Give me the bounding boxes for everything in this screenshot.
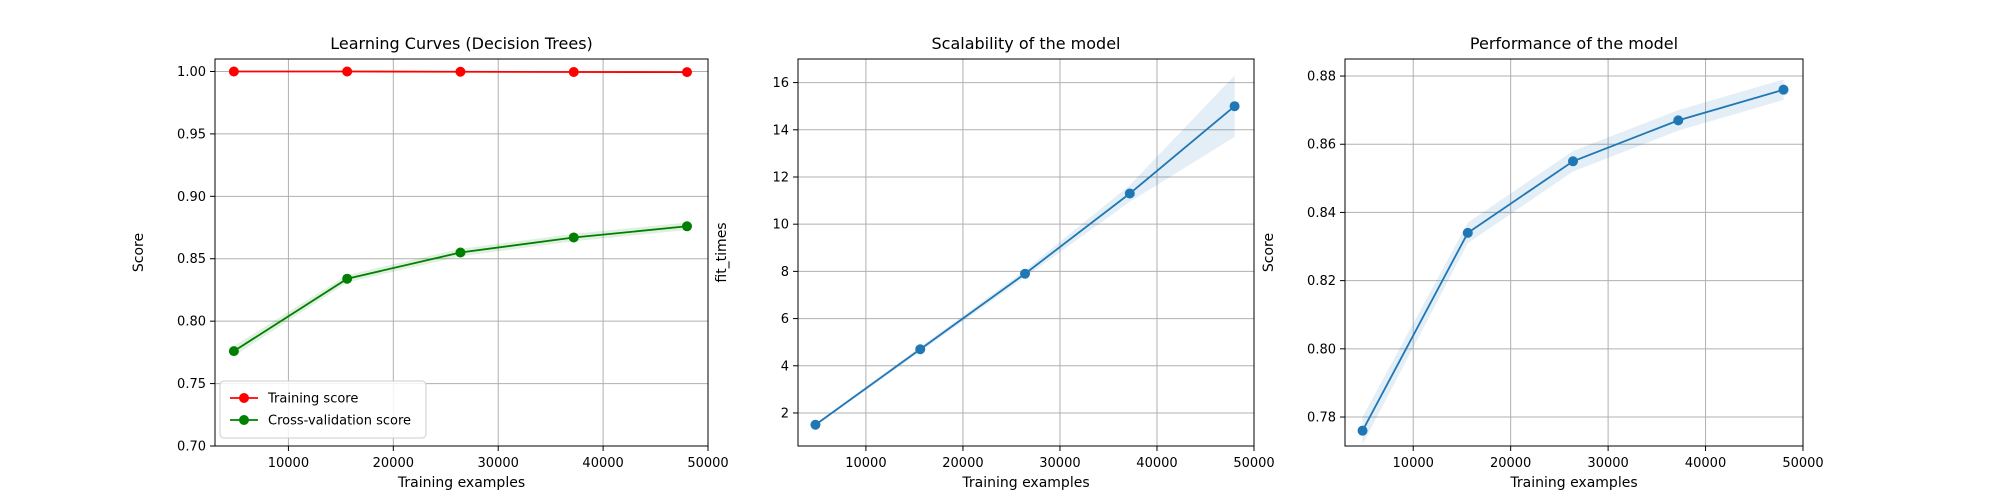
y-tick-label: 0.75 [177, 377, 206, 392]
data-point [1020, 268, 1031, 279]
y-tick-label: 16 [772, 76, 789, 91]
x-tick-label: 10000 [1393, 456, 1434, 471]
x-tick-label: 30000 [1039, 456, 1080, 471]
x-axis-label: Training examples [1509, 475, 1637, 491]
y-axis-label: fit_times [714, 222, 730, 282]
y-tick-label: 14 [772, 123, 789, 138]
data-point [1778, 84, 1789, 95]
x-tick-label: 30000 [1587, 456, 1628, 471]
data-point [1229, 101, 1240, 112]
y-tick-label: 0.88 [1307, 70, 1336, 85]
y-tick-label: 8 [781, 265, 789, 280]
data-point [1673, 115, 1684, 126]
axes-frame [797, 58, 1255, 447]
x-tick-label: 40000 [1685, 456, 1726, 471]
chart-panel-3: 10000 20000 30000 40000 50000 0.78 0.80 0.82 0.8… [1261, 34, 1824, 491]
legend-label: Training score [267, 392, 358, 407]
y-tick-label: 0.80 [177, 315, 206, 330]
y-tick-label: 0.90 [177, 190, 206, 205]
data-point [568, 232, 579, 243]
x-tick-label: 40000 [1136, 456, 1177, 471]
legend-marker [239, 415, 249, 425]
x-tick-label: 20000 [373, 456, 414, 471]
y-tick-label: 0.70 [177, 440, 206, 455]
x-tick-label: 50000 [1782, 456, 1823, 471]
x-tick-label: 50000 [687, 456, 728, 471]
data-point [682, 67, 693, 78]
y-tick-label: 0.80 [1307, 342, 1336, 357]
y-tick-label: 1.00 [177, 65, 206, 80]
y-tick-label: 4 [781, 359, 789, 374]
y-tick-label: 0.85 [177, 252, 206, 267]
data-point [1124, 188, 1135, 199]
data-point [342, 66, 353, 77]
axes-frame [214, 58, 709, 447]
x-tick-label: 40000 [582, 456, 623, 471]
chart-title: Scalability of the model [932, 34, 1121, 53]
data-point [455, 247, 466, 258]
data-point [342, 273, 353, 284]
y-tick-label: 0.84 [1307, 206, 1336, 221]
y-axis-label: Score [1261, 233, 1277, 272]
y-tick-label: 12 [772, 170, 789, 185]
x-tick-label: 20000 [942, 456, 983, 471]
x-tick-label: 30000 [478, 456, 519, 471]
data-point [568, 66, 579, 77]
data-point [810, 419, 821, 430]
legend-marker [239, 393, 249, 403]
x-tick-label: 10000 [845, 456, 886, 471]
y-tick-label: 2 [781, 406, 789, 421]
y-tick-label: 10 [772, 218, 789, 233]
legend-box [219, 380, 427, 439]
data-point [682, 221, 693, 232]
x-axis-label: Training examples [397, 475, 525, 491]
x-tick-label: 50000 [1233, 456, 1274, 471]
y-tick-label: 6 [781, 312, 789, 327]
data-point [915, 344, 926, 355]
y-tick-label: 0.82 [1307, 274, 1336, 289]
y-axis-label: Score [131, 233, 147, 272]
legend: Training score Cross-validation score [219, 380, 427, 439]
x-axis-label: Training examples [961, 475, 1089, 491]
chart-panel-2: 10000 20000 30000 40000 50000 2 4 6 8 10 12 14 16 Sca… [714, 34, 1275, 491]
y-tick-label: 0.86 [1307, 138, 1336, 153]
data-point [1462, 227, 1473, 238]
y-tick-label: 0.78 [1307, 411, 1336, 426]
chart-title: Performance of the model [1470, 34, 1678, 53]
data-point [228, 66, 239, 77]
x-tick-label: 10000 [268, 456, 309, 471]
y-tick-label: 0.95 [177, 127, 206, 142]
series-band-1 [1362, 79, 1784, 445]
chart-panel-1: 10000 20000 30000 40000 50000 0.70 0.75 0.80 0.8… [131, 34, 729, 491]
legend-label: Cross-validation score [268, 414, 411, 429]
data-point [228, 346, 239, 357]
data-point [455, 66, 466, 77]
data-point [1568, 156, 1579, 167]
axes-frame [1344, 58, 1804, 447]
x-tick-label: 20000 [1490, 456, 1531, 471]
chart-title: Learning Curves (Decision Trees) [330, 34, 593, 53]
data-point [1357, 425, 1368, 436]
